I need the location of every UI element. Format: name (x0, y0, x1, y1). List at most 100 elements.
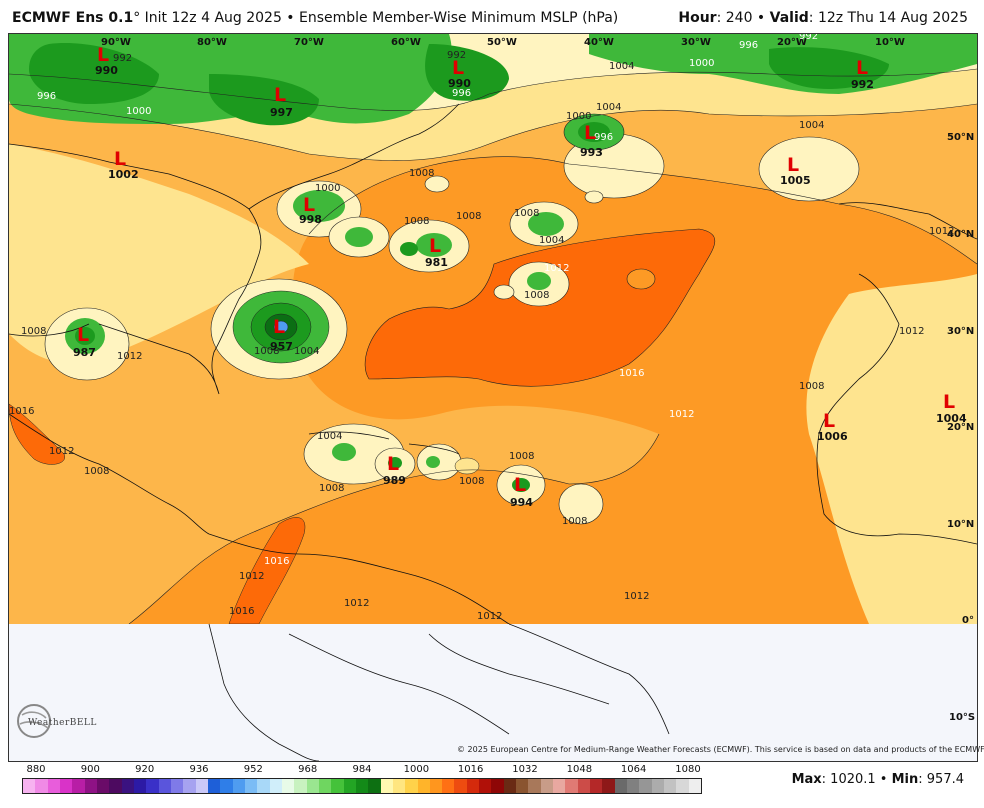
valid-time: Hour: 240 • Valid: 12z Thu 14 Aug 2025 (678, 10, 968, 26)
isobar-label-1012-af: 1012 (899, 326, 924, 337)
colorbar-swatch (540, 779, 554, 793)
lon-label-90w: 90°W (101, 37, 131, 48)
low-center-1004[interactable]: L 1004 (936, 391, 967, 425)
low-center-987[interactable]: L 987 (73, 324, 96, 359)
low-green-981 (416, 233, 452, 257)
low-center-957[interactable]: L 957 (270, 316, 293, 353)
lon-label-20w: 20°W (777, 37, 807, 48)
isobar-label-1008-mex: 1008 (84, 466, 109, 477)
low-center-993[interactable]: L 993 (580, 122, 603, 159)
low-marker: L (452, 57, 464, 79)
colorbar-swatch (96, 779, 110, 793)
hour-value: : 240 • (716, 10, 770, 26)
low-value: 1002 (108, 168, 139, 181)
map-panel[interactable]: 90°W 80°W 70°W 60°W 50°W 40°W 30°W 20°W … (8, 33, 978, 762)
colorbar-tick-label: 1000 (403, 764, 430, 775)
low-region-1008-b (454, 457, 480, 475)
low-marker: L (514, 474, 526, 496)
low-center-992[interactable]: L 992 (851, 57, 874, 91)
weatherbell-logo (17, 704, 51, 738)
low-center-1006[interactable]: L 1006 (817, 410, 848, 443)
low-green-1004-mid (528, 212, 564, 236)
colorbar-swatch (602, 779, 615, 793)
low-core-green-993 (578, 122, 610, 142)
isobar-label-992-w: 992 (113, 53, 132, 64)
isobar-label-1008-b: 1008 (456, 211, 481, 222)
low-center-981[interactable]: L 981 (425, 235, 448, 269)
low-green-981-b (400, 242, 418, 256)
colorbar-tick-label: 920 (135, 764, 155, 775)
colorbar-swatch (417, 779, 430, 793)
low-marker: L (856, 57, 868, 79)
low-center-997[interactable]: L 997 (270, 84, 293, 119)
low-center-989[interactable]: L 989 (383, 453, 406, 487)
isobar-label-1000-n: 1000 (689, 58, 714, 69)
isobar-label-1016-sa: 1016 (264, 556, 289, 567)
low-region-tiny-2 (584, 190, 604, 204)
low-marker: L (303, 194, 315, 216)
low-marker: L (387, 453, 399, 475)
isobar-label-1004-n: 1004 (609, 61, 634, 72)
colorbar-tick-label: 984 (352, 764, 372, 775)
colorbar-swatch (651, 779, 665, 793)
max-label: Max (791, 772, 822, 787)
low-center-990-w[interactable]: L 990 (95, 44, 118, 77)
colorbar-swatch (442, 779, 455, 793)
colorbar-swatch (454, 779, 467, 793)
colorbar-swatch (195, 779, 208, 793)
low-marker: L (77, 324, 89, 346)
lat-label-50n: 50°N (947, 132, 974, 143)
low-center-1005[interactable]: L 1005 (780, 154, 811, 187)
low-value: 987 (73, 346, 96, 359)
hour-label: Hour (678, 10, 717, 26)
colorbar-swatch (170, 779, 184, 793)
colorbar-swatch (183, 779, 196, 793)
colorbar-swatch (72, 779, 85, 793)
low-region-tiny (424, 175, 450, 193)
colorbar-swatch (639, 779, 652, 793)
isobar-label-1016: 1016 (619, 368, 644, 379)
colorbar-swatch (368, 779, 381, 793)
isobar-label-1012-sa-b: 1012 (344, 598, 369, 609)
colorbar-swatch (281, 779, 295, 793)
low-marker: L (787, 154, 799, 176)
colorbar-labels: 880 900 920 936 952 968 984 1000 1016 1032 1048 106… (22, 764, 702, 778)
low-core-994 (512, 478, 530, 492)
low-value: 997 (270, 106, 293, 119)
model-name: ECMWF Ens 0.1 (12, 10, 134, 26)
low-center-1002[interactable]: L 1002 (108, 148, 139, 181)
lat-label-40n: 40°N (947, 229, 974, 240)
copyright-notice: © 2025 European Centre for Medium-Range … (457, 745, 984, 754)
low-center-990-e[interactable]: L 990 (448, 57, 471, 90)
low-marker: L (429, 235, 441, 257)
low-center-994[interactable]: L 994 (510, 474, 533, 509)
pressure-band-1016 (364, 228, 716, 387)
colorbar-swatch (232, 779, 245, 793)
isobar-label-1012-s: 1012 (624, 591, 649, 602)
low-core-997 (209, 74, 319, 126)
isobar-label-1000-w: 1000 (126, 106, 151, 117)
lon-label-10w: 10°W (875, 37, 905, 48)
colorbar-swatch (121, 779, 134, 793)
isobar-label-1012-mex: 1012 (49, 446, 74, 457)
colorbar-swatch (146, 779, 159, 793)
low-core-990-east (425, 44, 509, 101)
lat-label-30n: 30°N (947, 326, 974, 337)
colorbar-swatch (318, 779, 332, 793)
isobar-label-1004-d: 1004 (539, 235, 564, 246)
colorbar-swatch (491, 779, 504, 793)
low-green-carib (332, 443, 356, 461)
colorbar-tick-label: 952 (243, 764, 263, 775)
valid-label: Valid (769, 10, 809, 26)
colorbar-tick-label: 1064 (620, 764, 647, 775)
colorbar-swatch (516, 779, 529, 793)
low-marker: L (97, 44, 109, 66)
isobar-label-1008-af: 1008 (799, 381, 824, 392)
isobar-label-992-e: 992 (447, 50, 466, 61)
andes-1016 (228, 517, 306, 625)
low-marker: L (943, 391, 955, 413)
low-center-998[interactable]: L 998 (299, 194, 322, 226)
map-canvas: 90°W 80°W 70°W 60°W 50°W 40°W 30°W 20°W … (9, 34, 977, 761)
isobar-label-1016-mex: 1016 (9, 406, 34, 417)
colorbar-tick-label: 936 (189, 764, 209, 775)
